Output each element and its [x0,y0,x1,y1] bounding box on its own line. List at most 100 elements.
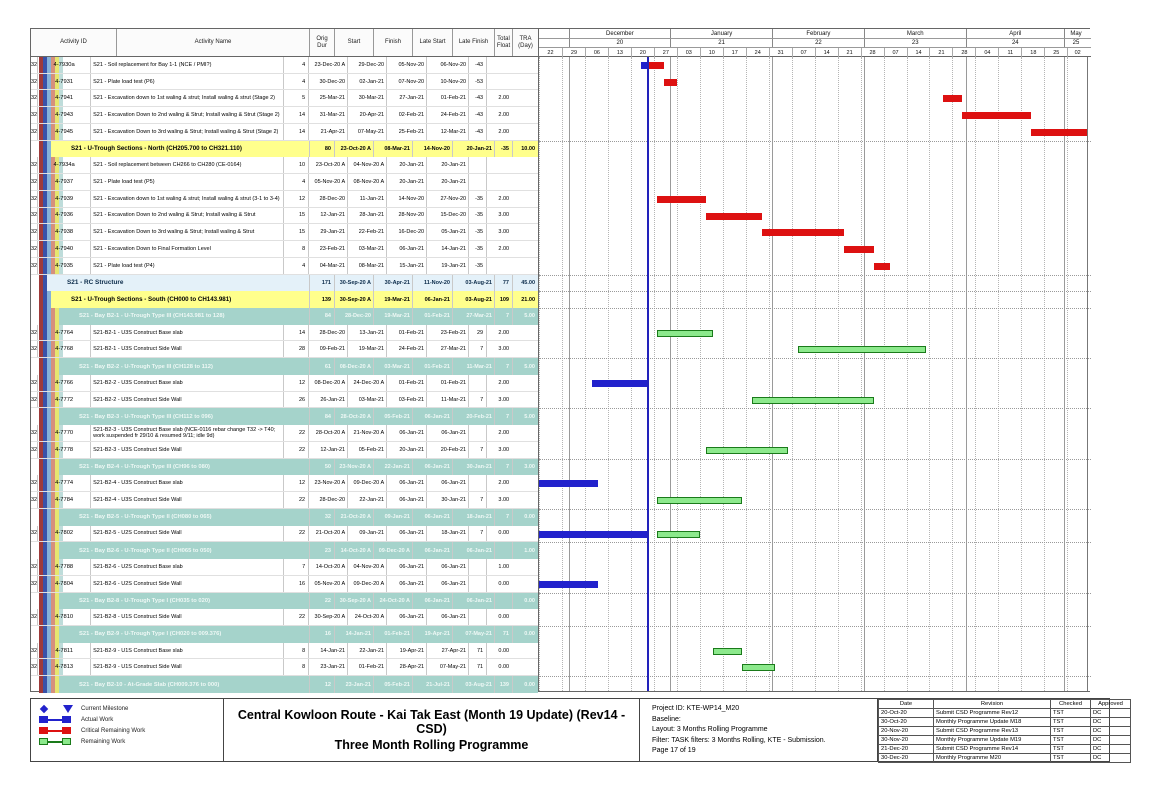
late-finish-date: 18-Jan-21 [426,525,468,542]
late-finish-date: 27-Apr-21 [426,642,468,659]
title-box: Central Kowloon Route - Kai Tak East (Mo… [224,698,640,762]
group-separator-line [539,676,1091,678]
week-gridline [1021,57,1023,691]
total-float: 77 [494,274,512,292]
table-row-task: 32 4-7941 S21 - Excavation down to 1st wal… [31,90,538,108]
total-float: -43 [468,107,486,123]
activity-name: S21 - Plate load test (P4) [90,257,283,274]
orig-dur: 139 [309,291,334,309]
tra-days: 2.00 [486,90,512,107]
tra-days: 3.00 [486,224,512,241]
late-finish-date: 18-Jan-21 [452,508,494,526]
activity-name: S21-B2-4 - U3S Construct Base slab [90,475,283,492]
orig-dur: 15 [283,224,308,241]
activity-name: S21 - Excavation Down to 2nd waling & St… [90,107,283,123]
month-label: January [670,29,772,38]
tra-days: 5.00 [512,408,538,426]
orig-dur: 26 [283,391,308,408]
activity-name: S21 - Plate load test (P6) [90,73,283,90]
late-start-date: 19-Apr-21 [386,642,426,659]
start-date: 21-Oct-20 A [334,508,373,526]
actual-work-bar [539,530,648,538]
orig-dur: 8 [283,241,308,257]
start-date: 14-Oct-20 A [334,542,373,560]
orig-dur: 32 [309,508,334,526]
critical-work-bar [706,212,763,220]
activity-name: S21 - Excavation down to 1st waling & st… [90,190,283,207]
orig-dur: 22 [283,441,308,458]
tra-days: 2.00 [486,475,512,492]
group-separator-line [539,508,1091,510]
orig-dur: 8 [283,642,308,659]
gantt-body [539,57,1091,691]
start-date: 09-Feb-21 [308,341,347,358]
timescale-weeks: 22 29 06 13 20 27 03 10 17 24 31 07 14 21 28 07 14 21 28 04… [539,47,1091,57]
timescale-month-numbers: 20 21 22 23 24 25 [539,38,1091,47]
week-gridline [722,57,724,691]
total-float: -43 [468,57,486,73]
finish-date: 11-Jan-21 [347,190,386,207]
late-start-date: 02-Feb-21 [386,107,426,123]
remaining-bar-icon [39,738,48,745]
month-gridline [568,57,570,691]
finish-date: 24-Oct-20 A [347,609,386,625]
late-finish-date: 06-Jan-21 [426,559,468,575]
legend-label: Critical Remaining Work [81,727,146,734]
critical-work-bar [962,112,1032,120]
orig-dur: 4 [283,257,308,274]
activity-name: S21-B2-6 - U2S Construct Side Wall [90,575,283,592]
column-header-activity-id: Activity ID [60,39,87,45]
week-label: 24 [745,48,769,57]
late-finish-date: 27-Mar-21 [452,308,494,325]
week-label: 31 [768,48,792,57]
late-finish-date: 20-Jan-21 [452,140,494,158]
late-start-date: 27-Jan-21 [386,90,426,107]
column-header-orig-dur: Orig Dur [309,29,334,56]
critical-bar-icon [39,727,48,734]
activity-name: S21-B2-1 - U3S Construct Side Wall [90,341,283,358]
orig-dur: 14 [283,123,308,140]
table-row-task: 32 4-7768 S21-B2-1 - U3S Construct Side Wa… [31,341,538,359]
revision-col-approved: Approved [1090,699,1131,709]
tra-days [486,57,512,73]
activity-id: 4-7934a [37,157,90,174]
total-float: 71 [494,625,512,643]
week-label: 13 [607,48,631,57]
remaining-work-bar [752,396,874,404]
finish-date: 30-Apr-21 [373,274,412,292]
late-finish-date: 27-Mar-21 [426,341,468,358]
start-date: 28-Oct-20 A [334,408,373,426]
late-start-date: 01-Feb-21 [412,358,452,375]
late-finish-date: 01-Feb-21 [426,90,468,107]
late-finish-date: 03-Aug-21 [452,676,494,693]
total-float: 7 [494,408,512,426]
legend-label: Remaining Work [81,738,126,745]
tra-days: 0.00 [486,575,512,592]
table-row-task: 32 4-7945 S21 - Excavation Down to 3rd wal… [31,123,538,141]
orig-dur: 22 [283,609,308,625]
activity-name: S21-B2-2 - U3S Construct Base slab [90,374,283,391]
month-label: February [771,29,864,38]
total-float [468,157,486,174]
start-date: 26-Jan-21 [308,391,347,408]
tra-days: 3.00 [486,341,512,358]
week-gridline [561,57,563,691]
activity-id: 4-7939 [37,190,90,207]
week-label: 02 [1067,48,1087,57]
gantt-chart: December January February March April May 20 2… [538,29,1091,691]
table-row-task: 32 4-7774 S21-B2-4 - U3S Construct Base sl… [31,475,538,493]
main-frame: Activity ID Activity Name Orig Dur Start Fin… [30,28,1091,693]
page-number: Page 17 of 19 [652,746,696,754]
week-label: 28 [860,48,884,57]
month-gridline [965,57,967,691]
orig-dur: 12 [283,475,308,492]
column-header-activity-name: Activity Name [116,29,309,56]
late-finish-date: 27-Nov-20 [426,190,468,207]
baseline: Baseline: [652,715,681,723]
activity-name: S21-B2-6 - U2S Construct Base slab [90,559,283,575]
total-float [494,592,512,610]
group-name: S21 - U-Trough Sections - North (CH205.7… [71,145,242,153]
table-row-task: 32 4-7778 S21-B2-3 - U3S Construct Side Wa… [31,441,538,459]
legend-item-remaining: Remaining Work [39,736,223,747]
